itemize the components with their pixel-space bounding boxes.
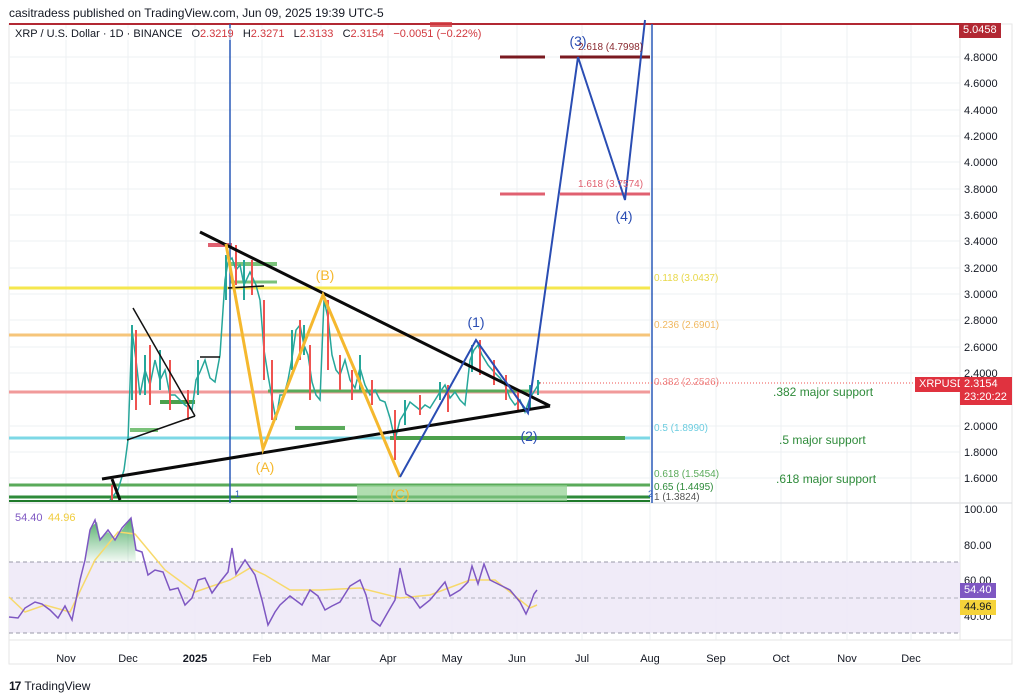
symbol-legend: XRP / U.S. Dollar · 1D · BINANCE O2.3219… (15, 28, 482, 40)
svg-text:1.6000: 1.6000 (964, 473, 998, 485)
open-value: 2.3219 (200, 28, 234, 40)
svg-text:3.8000: 3.8000 (964, 184, 998, 196)
svg-text:Aug: Aug (640, 653, 660, 665)
top-price-tag: 5.0458 (959, 23, 1001, 38)
fibonacci-levels[interactable] (9, 55, 650, 502)
support-618-note: .618 major support (776, 472, 877, 486)
low-label: L (293, 28, 300, 40)
symbol-tag: XRPUSD (915, 377, 969, 392)
svg-text:Oct: Oct (772, 653, 789, 665)
publisher-line: casitradess published on TradingView.com… (9, 6, 384, 20)
time-axis[interactable]: Nov Dec 2025 Feb Mar Apr May Jun Jul Aug… (56, 653, 921, 665)
svg-text:2.8000: 2.8000 (964, 315, 998, 327)
support-382-note: .382 major support (773, 385, 874, 399)
symbol-name[interactable]: XRP / U.S. Dollar · 1D · BINANCE (15, 28, 183, 40)
svg-text:May: May (442, 653, 463, 665)
wave-c-label: (C) (390, 486, 409, 502)
high-value: 2.3271 (250, 28, 285, 40)
svg-text:2.6000: 2.6000 (964, 342, 998, 354)
svg-text:Dec: Dec (118, 653, 138, 665)
fib-0618-label: 0.618 (1.5454) (654, 469, 719, 480)
svg-text:3.6000: 3.6000 (964, 210, 998, 222)
top-marker-small (430, 22, 452, 27)
fib-065-label: 0.65 (1.4495) (654, 482, 714, 493)
fib-2618-label: 2.618 (4.7998) (578, 42, 643, 53)
svg-text:2: 2 (648, 489, 653, 499)
abc-correction-path[interactable] (224, 243, 402, 478)
svg-text:Apr: Apr (379, 653, 396, 665)
wave-a-label: (A) (256, 459, 275, 475)
last-price-tag: 2.3154 23:20:22 (960, 377, 1012, 405)
price-candles[interactable] (109, 245, 541, 501)
svg-text:4.4000: 4.4000 (964, 105, 998, 117)
fib-05-label: 0.5 (1.8990) (654, 423, 708, 434)
support-zone-box[interactable] (357, 485, 567, 501)
svg-text:Dec: Dec (901, 653, 921, 665)
svg-text:4.6000: 4.6000 (964, 78, 998, 90)
svg-text:Mar: Mar (312, 653, 331, 665)
vertical-gridlines (65, 24, 912, 640)
support-5-note: .5 major support (779, 433, 866, 447)
svg-text:3.0000: 3.0000 (964, 289, 998, 301)
svg-text:1.8000: 1.8000 (964, 447, 998, 459)
svg-text:80.00: 80.00 (964, 540, 992, 552)
svg-text:Jul: Jul (575, 653, 589, 665)
change-value: −0.0051 (−0.22%) (393, 28, 482, 40)
tv-brand-text: TradingView (24, 679, 91, 693)
price-axis[interactable]: 4.8000 4.6000 4.4000 4.2000 4.0000 3.800… (964, 52, 998, 485)
high-label: H (242, 28, 251, 40)
rsi-legend-ma: 44.96 (48, 512, 76, 524)
wave-b-label: (B) (316, 267, 335, 283)
symmetrical-triangle[interactable] (101, 230, 551, 501)
close-value: 2.3154 (350, 28, 385, 40)
svg-text:Nov: Nov (56, 653, 76, 665)
svg-text:4.2000: 4.2000 (964, 131, 998, 143)
tv-logo-icon: 17 (9, 679, 21, 693)
close-label: C (342, 28, 351, 40)
fib-1618-label: 1.618 (3.7574) (578, 179, 643, 190)
wave-1-label: (1) (467, 314, 484, 330)
fib-0236-label: 0.236 (2.6901) (654, 320, 719, 331)
rsi-legend-value: 54.40 (15, 512, 43, 524)
svg-text:2.0000: 2.0000 (964, 421, 998, 433)
fib-0382-label: 0.382 (2.2526) (654, 377, 719, 388)
wave-3-label: (3) (569, 33, 586, 49)
svg-text:Jun: Jun (508, 653, 526, 665)
elliott-wave-path[interactable] (399, 19, 646, 478)
svg-text:1: 1 (235, 489, 240, 499)
rsi-ma-tag: 44.96 (960, 600, 996, 615)
svg-text:3.2000: 3.2000 (964, 263, 998, 275)
rsi-line[interactable] (8, 516, 538, 628)
fib-1-label: 1 (1.3824) (654, 492, 700, 503)
bar-countdown: 23:20:22 (964, 391, 1007, 403)
low-value: 2.3133 (299, 28, 334, 40)
horizontal-gridlines (9, 56, 960, 479)
tradingview-logo[interactable]: 17 TradingView (9, 679, 90, 693)
svg-text:3.4000: 3.4000 (964, 236, 998, 248)
open-label: O (191, 28, 201, 40)
svg-text:100.00: 100.00 (964, 504, 998, 516)
svg-text:Nov: Nov (837, 653, 857, 665)
wave-4-label: (4) (615, 208, 632, 224)
svg-text:4.8000: 4.8000 (964, 52, 998, 64)
rsi-value-tag: 54.40 (960, 583, 996, 598)
svg-text:Feb: Feb (253, 653, 272, 665)
svg-text:Sep: Sep (706, 653, 726, 665)
fib-0118-label: 0.118 (3.0437) (654, 273, 718, 284)
last-price-value: 2.3154 (964, 378, 998, 390)
svg-text:2025: 2025 (183, 653, 207, 665)
svg-text:4.0000: 4.0000 (964, 157, 998, 169)
wave-2-label: (2) (520, 428, 537, 444)
